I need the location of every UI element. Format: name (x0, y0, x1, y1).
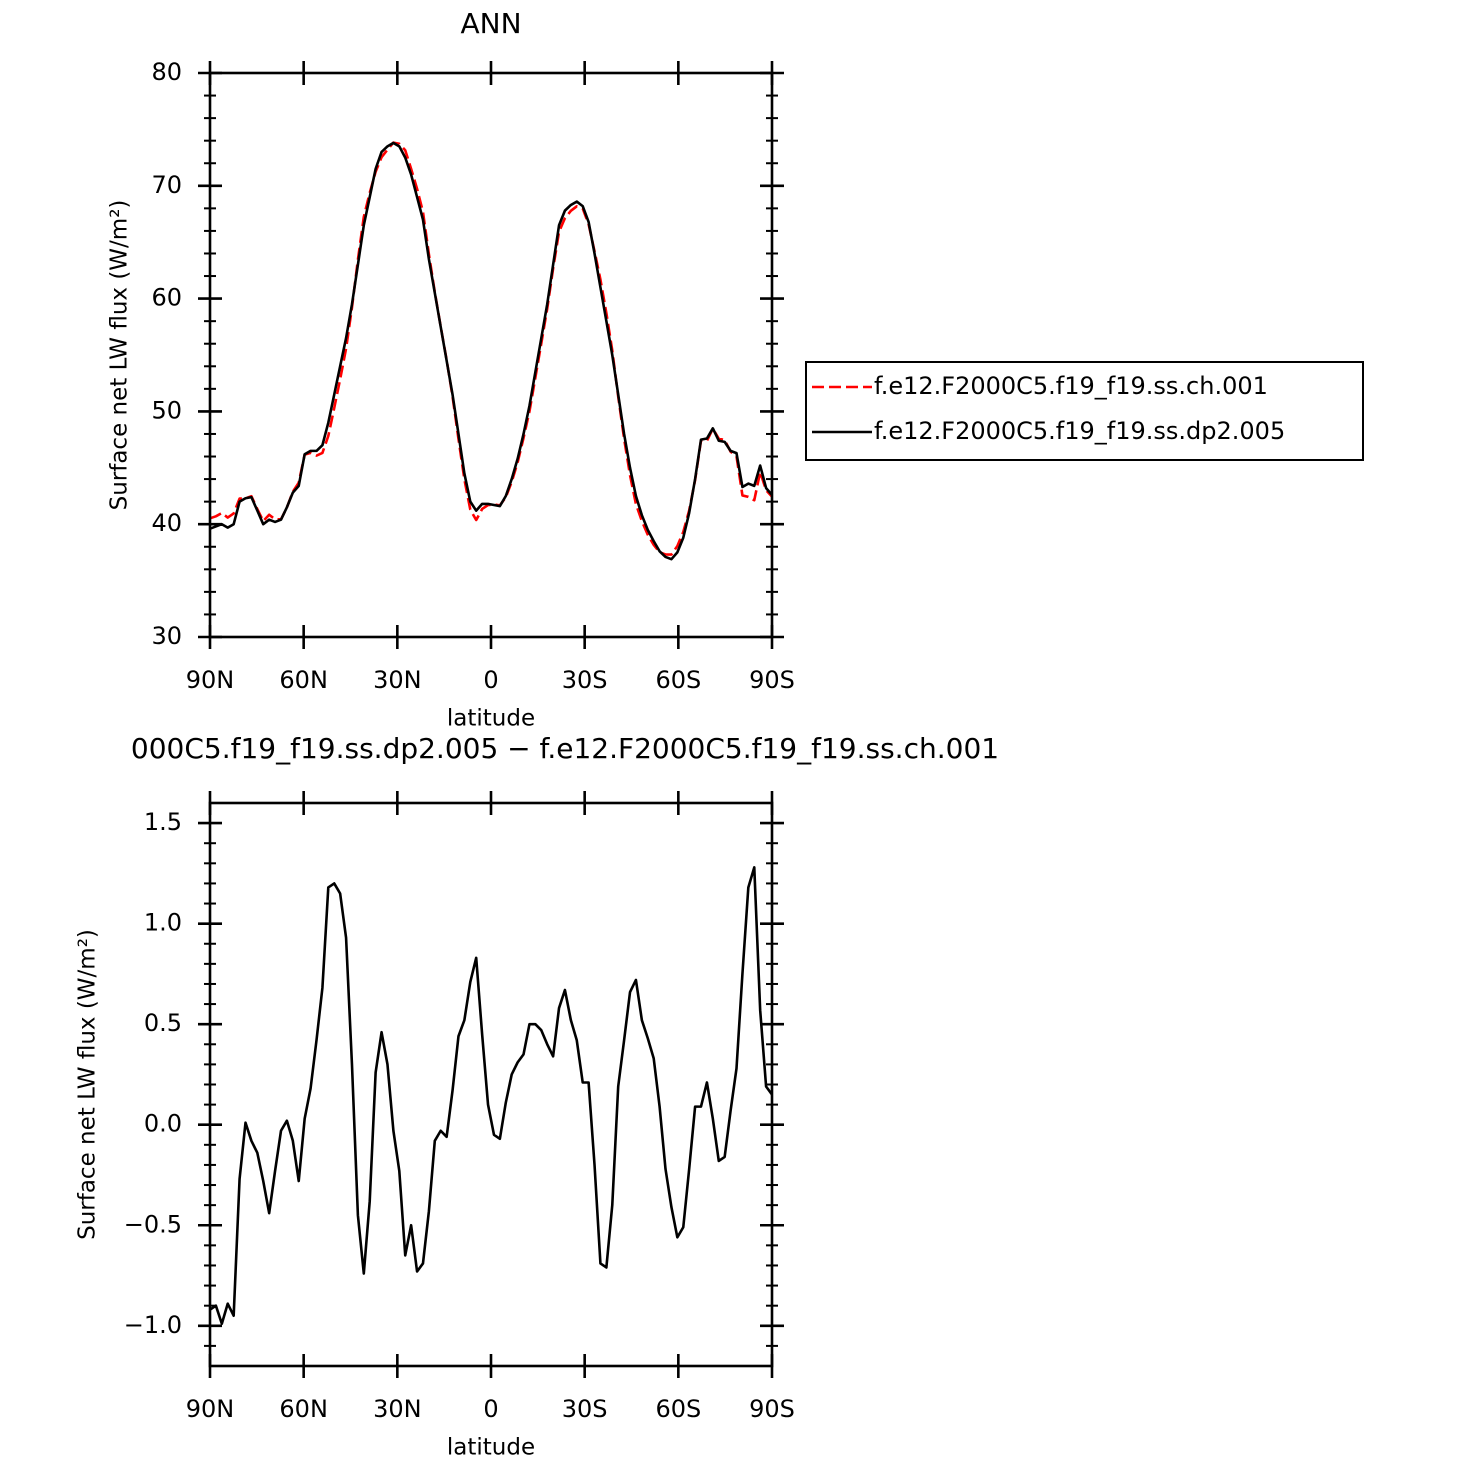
x-tick-label: 60N (279, 1395, 328, 1423)
legend: f.e12.F2000C5.f19_f19.ss.ch.001 f.e12.F20… (805, 361, 1364, 461)
x-tick-label: 60S (655, 1395, 701, 1423)
plot: ANN latitude Surface net LW flux (W/m²) 90N… (107, 7, 795, 732)
x-tick-label: 60N (279, 666, 328, 694)
x-tick-label: 90N (186, 666, 235, 694)
plot-frame (208, 71, 774, 639)
y-tick-label: 0.0 (144, 1110, 182, 1138)
y-tick-label: 0.5 (144, 1009, 182, 1037)
x-tick-label: 60S (655, 666, 701, 694)
data-line (209, 141, 773, 561)
y-tick-label: −0.5 (124, 1210, 182, 1238)
y-tick-label: 30 (151, 622, 182, 650)
plot: 000C5.f19_f19.ss.dp2.005 − f.e12.F2000C5… (75, 732, 1000, 1461)
legend-label: f.e12.F2000C5.f19_f19.ss.ch.001 (874, 372, 1268, 400)
x-tick-label: 30S (562, 666, 608, 694)
x-tick-label: 90S (749, 1395, 795, 1423)
chart-title: 000C5.f19_f19.ss.dp2.005 − f.e12.F2000C5… (131, 732, 999, 765)
y-tick-label: 50 (151, 396, 182, 424)
y-tick-label: 40 (151, 509, 182, 537)
data-line (209, 866, 774, 1326)
x-tick-label: 30N (373, 666, 422, 694)
x-axis-label: latitude (447, 706, 535, 732)
x-tick-label: 0 (483, 1395, 498, 1423)
y-tick-label: 70 (151, 171, 182, 199)
y-tick-label: 80 (151, 58, 182, 86)
y-axis-label: Surface net LW flux (W/m²) (107, 200, 133, 511)
x-tick-label: 30N (373, 1395, 422, 1423)
y-tick-label: 1.5 (144, 808, 182, 836)
x-tick-label: 0 (483, 666, 498, 694)
y-tick-label: 60 (151, 284, 182, 312)
y-tick-label: −1.0 (124, 1311, 182, 1339)
chart-title: ANN (460, 7, 521, 40)
x-tick-label: 30S (562, 1395, 608, 1423)
x-tick-label: 90S (749, 666, 795, 694)
y-axis-label: Surface net LW flux (W/m²) (75, 929, 101, 1240)
y-tick-label: 1.0 (144, 909, 182, 937)
plot-frame (208, 801, 774, 1368)
x-tick-label: 90N (186, 1395, 235, 1423)
x-axis-label: latitude (447, 1435, 535, 1461)
legend-box (805, 361, 1364, 461)
legend-label: f.e12.F2000C5.f19_f19.ss.dp2.005 (874, 417, 1285, 445)
